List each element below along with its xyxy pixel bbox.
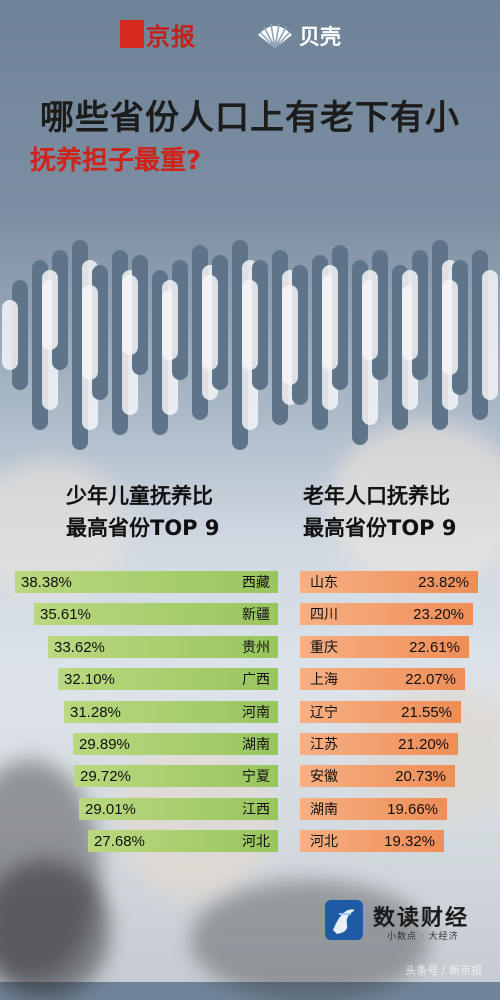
wave-bar [42, 270, 58, 350]
wave-bar [322, 265, 338, 370]
jingbao-logo: 京报 [120, 20, 196, 51]
bar-category-label: 新疆 [242, 607, 270, 623]
bar-category-label: 湖南 [310, 802, 338, 818]
shell-icon [258, 23, 292, 49]
bar: 38.38% 西藏 [15, 571, 278, 593]
wave-bar [202, 275, 218, 370]
left-chart-header: 少年儿童抚养比 最高省份TOP 9 [66, 480, 220, 544]
page-subtitle: 抚养担子最重? [30, 146, 202, 176]
bar-category-label: 贵州 [242, 640, 270, 656]
bar-value-label: 21.20% [398, 735, 449, 753]
bar: 河北 19.32% [300, 830, 444, 852]
bar-category-label: 湖南 [242, 737, 270, 753]
bar: 33.62% 贵州 [48, 636, 278, 658]
bar: 湖南 19.66% [300, 798, 447, 820]
left-chart-title-line1: 少年儿童抚养比 [66, 484, 213, 508]
bar-value-label: 19.66% [387, 800, 438, 818]
bar: 四川 23.20% [300, 603, 473, 625]
bar-category-label: 重庆 [310, 640, 338, 656]
logo-bar: 京报 贝壳 [0, 18, 500, 54]
bar-value-label: 38.38% [21, 573, 72, 591]
bar-category-label: 河北 [242, 834, 270, 850]
bar-category-label: 安徽 [310, 769, 338, 785]
bar-value-label: 35.61% [40, 605, 91, 623]
wave-bar [442, 280, 458, 375]
bar-value-label: 31.28% [70, 703, 121, 721]
brand-name: 数读财经 [373, 906, 470, 931]
bar-value-label: 23.20% [413, 605, 464, 623]
bar-category-label: 上海 [310, 672, 338, 688]
bar-category-label: 四川 [310, 607, 338, 623]
wave-bar [162, 280, 178, 360]
beike-logo-text: 贝壳 [299, 25, 341, 49]
bar-value-label: 20.73% [395, 767, 446, 785]
right-chart-header: 老年人口抚养比 最高省份TOP 9 [303, 480, 457, 544]
bar: 江苏 21.20% [300, 733, 458, 755]
bar-category-label: 江西 [242, 802, 270, 818]
bar-value-label: 22.61% [409, 638, 460, 656]
bar-value-label: 27.68% [94, 832, 145, 850]
bar-value-label: 29.01% [85, 800, 136, 818]
bar-category-label: 辽宁 [310, 705, 338, 721]
bar: 35.61% 新疆 [34, 603, 278, 625]
bar: 上海 22.07% [300, 668, 465, 690]
bar: 27.68% 河北 [88, 830, 278, 852]
wave-bar [402, 270, 418, 360]
bar-value-label: 22.07% [405, 670, 456, 688]
wave-bar [122, 275, 138, 355]
wave-bar [82, 285, 98, 380]
wave-bar [2, 300, 18, 370]
bar-value-label: 19.32% [384, 832, 435, 850]
bar: 安徽 20.73% [300, 765, 455, 787]
bar-category-label: 广西 [242, 672, 270, 688]
jingbao-logo-text: 京报 [146, 21, 196, 51]
right-chart-title-line1: 老年人口抚养比 [303, 484, 450, 508]
bar: 31.28% 河南 [64, 701, 278, 723]
bar-value-label: 23.82% [418, 573, 469, 591]
jingbao-logo-mark [120, 20, 144, 48]
bar: 29.72% 宁夏 [74, 765, 278, 787]
decorative-wave-bars [2, 240, 498, 450]
bar-value-label: 33.62% [54, 638, 105, 656]
bar: 32.10% 广西 [58, 668, 278, 690]
bar-value-label: 29.72% [80, 767, 131, 785]
bar-category-label: 西藏 [242, 575, 270, 591]
bar-value-label: 32.10% [64, 670, 115, 688]
bar: 辽宁 21.55% [300, 701, 461, 723]
wave-bar [482, 270, 498, 400]
page-title: 哪些省份人口上有老下有小 [40, 98, 460, 138]
bar: 29.01% 江西 [79, 798, 278, 820]
brand-logo-icon [325, 900, 363, 940]
bar: 重庆 22.61% [300, 636, 469, 658]
bar-value-label: 21.55% [401, 703, 452, 721]
bar-category-label: 河南 [242, 705, 270, 721]
bar: 山东 23.82% [300, 571, 478, 593]
bar-value-label: 29.89% [79, 735, 130, 753]
left-chart-title-line2: 最高省份TOP 9 [66, 516, 220, 540]
bar-category-label: 宁夏 [242, 769, 270, 785]
bar-category-label: 山东 [310, 575, 338, 591]
bar-category-label: 江苏 [310, 737, 338, 753]
beike-logo: 贝壳 [255, 18, 341, 54]
brand-block: 数读财经 小数点 · 大经济 [325, 898, 495, 948]
watermark: 头条号 / 新京报 [405, 964, 482, 977]
wave-bar [242, 280, 258, 370]
wave-bar [362, 270, 378, 360]
brand-tagline: 小数点 · 大经济 [387, 932, 459, 942]
bar-category-label: 河北 [310, 834, 338, 850]
right-chart-title-line2: 最高省份TOP 9 [303, 516, 457, 540]
bar: 29.89% 湖南 [73, 733, 278, 755]
wave-bar [282, 285, 298, 385]
